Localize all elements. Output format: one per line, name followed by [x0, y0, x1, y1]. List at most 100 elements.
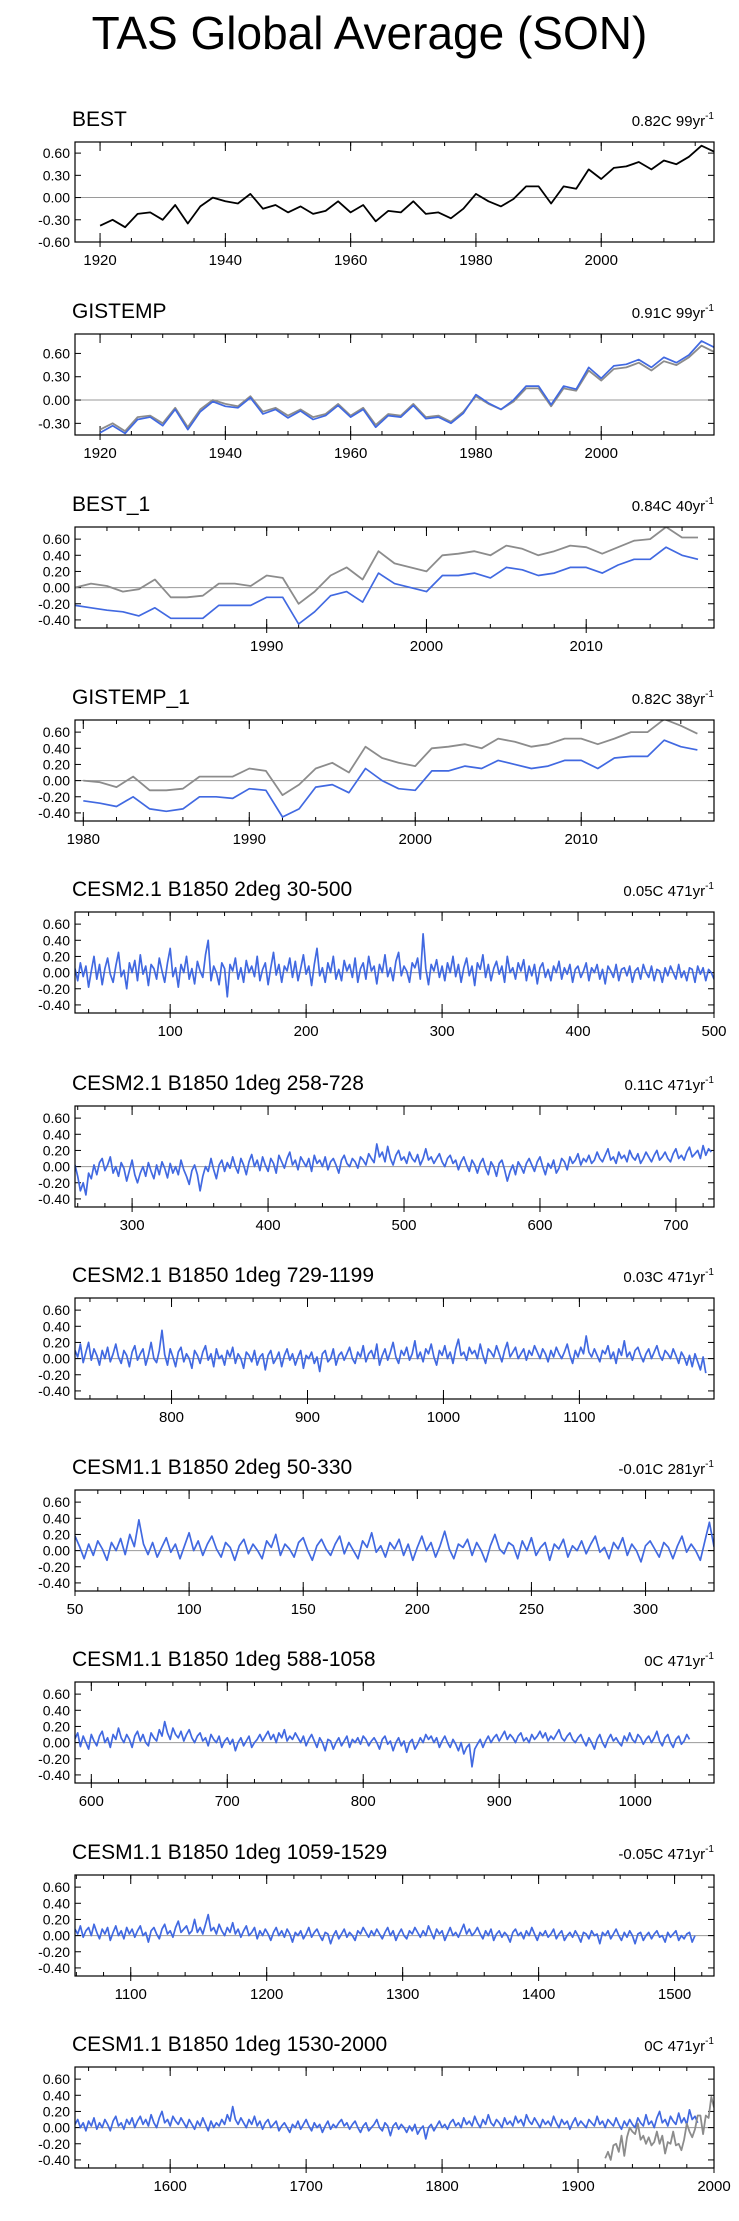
x-tick-label: 1400 — [522, 1986, 555, 2003]
trend-label: 0.82C 38yr-1 — [632, 689, 715, 708]
y-tick-label: 0.00 — [43, 1159, 70, 1175]
x-tick-label: 700 — [215, 1793, 240, 1810]
x-tick-label: 1920 — [83, 252, 116, 269]
trend-label: -0.01C 281yr-1 — [618, 1459, 714, 1478]
y-tick-label: -0.60 — [38, 234, 70, 250]
y-tick-label: 0.00 — [43, 1928, 70, 1944]
x-tick-label: 900 — [295, 1409, 320, 1426]
y-tick-label: -0.20 — [38, 1175, 70, 1191]
y-tick-label: 0.20 — [43, 563, 70, 579]
y-tick-label: 0.20 — [43, 756, 70, 772]
x-tick-label: 100 — [177, 1601, 202, 1618]
trend-exponent: -1 — [705, 2036, 714, 2047]
trend-value: 0.91C — [632, 305, 672, 322]
y-tick-label: 0.20 — [43, 1718, 70, 1734]
x-tick-label: 1960 — [334, 445, 367, 462]
y-tick-label: 0.40 — [43, 547, 70, 563]
panel-6: CESM2.1 B1850 1deg 258-728 0.11C 471yr-1-… — [38, 1072, 715, 1234]
x-tick-label: 2000 — [585, 445, 618, 462]
trend-exponent: -1 — [705, 689, 714, 700]
y-tick-label: 0.30 — [43, 369, 70, 385]
trend-exponent: -1 — [705, 1459, 714, 1470]
y-tick-label: 0.00 — [43, 773, 70, 789]
trend-period: 471yr — [668, 883, 706, 900]
y-tick-label: -0.40 — [38, 2152, 70, 2168]
plot-frame — [74, 1489, 715, 1592]
y-tick-label: 0.60 — [43, 724, 70, 740]
y-tick-label: -0.40 — [38, 805, 70, 821]
y-tick-label: -0.30 — [38, 212, 70, 228]
x-tick-label: 300 — [120, 1217, 145, 1234]
plot-frame — [74, 2066, 715, 2169]
trend-value: -0.05C — [618, 1846, 663, 1863]
x-tick-label: 1000 — [618, 1793, 651, 1810]
trend-period: 471yr — [668, 1653, 706, 1670]
y-tick-label: -0.40 — [38, 1191, 70, 1207]
panel-2: GISTEMP 0.91C 99yr-1 -0.30 0.00 0.30 0.60 1920… — [38, 300, 715, 462]
y-tick-label: 0.00 — [43, 190, 70, 206]
plot-frame — [74, 333, 715, 436]
panel-3: BEST_1 0.84C 40yr-1 -0.40-0.200.000.200.40… — [38, 493, 715, 655]
panel-9: CESM1.1 B1850 1deg 588-1058 0C 471yr-1 -0.… — [38, 1648, 715, 1810]
series-line-model — [75, 546, 699, 625]
y-tick-label: 0.60 — [43, 1302, 70, 1318]
y-tick-label: -0.40 — [38, 1575, 70, 1591]
y-tick-label: 0.60 — [43, 145, 70, 161]
trend-label: 0.82C 99yr-1 — [632, 111, 715, 130]
x-tick-label: 2000 — [399, 831, 432, 848]
panel-7: CESM2.1 B1850 1deg 729-1199 0.03C 471yr-1… — [38, 1264, 715, 1426]
y-tick-label: 0.40 — [43, 932, 70, 948]
trend-value: 0.84C — [632, 498, 672, 515]
x-tick-label: 1100 — [115, 1986, 147, 2003]
trend-value: 0.82C — [632, 691, 672, 708]
trend-value: 0.03C — [623, 1269, 663, 1286]
y-tick-label: -0.20 — [38, 789, 70, 805]
x-tick-label: 500 — [701, 1023, 726, 1040]
panel-10: CESM1.1 B1850 1deg 1059-1529 -0.05C 471yr… — [38, 1841, 715, 2003]
y-tick-label: 0.20 — [43, 2103, 70, 2119]
y-tick-label: 0.60 — [43, 531, 70, 547]
y-tick-label: 0.40 — [43, 2087, 70, 2103]
y-tick-label: 0.00 — [43, 1735, 70, 1751]
x-tick-label: 800 — [159, 1409, 184, 1426]
x-tick-label: 1000 — [427, 1409, 460, 1426]
panel-title: CESM1.1 B1850 1deg 1530-2000 — [72, 2033, 387, 2056]
y-tick-label: -0.30 — [38, 415, 70, 431]
trend-exponent: -1 — [705, 496, 714, 507]
x-tick-label: 2010 — [570, 638, 603, 655]
y-tick-label: 0.30 — [43, 167, 70, 183]
trend-label: 0.11C 471yr-1 — [624, 1075, 714, 1094]
x-tick-label: 200 — [405, 1601, 430, 1618]
y-tick-label: -0.40 — [38, 612, 70, 628]
y-tick-label: 0.20 — [43, 948, 70, 964]
trend-exponent: -1 — [705, 1267, 714, 1278]
x-tick-label: 2000 — [410, 638, 443, 655]
panel-title: BEST_1 — [72, 493, 150, 516]
x-tick-label: 1980 — [459, 445, 492, 462]
y-tick-label: 0.60 — [43, 1494, 70, 1510]
y-tick-label: 0.20 — [43, 1142, 70, 1158]
x-tick-label: 1700 — [289, 2178, 322, 2195]
trend-value: 0.05C — [623, 883, 663, 900]
x-tick-label: 150 — [291, 1601, 316, 1618]
plot-frame — [74, 1874, 715, 1977]
series-line-model — [75, 1519, 714, 1563]
panel-1: BEST 0.82C 99yr-1 -0.60 -0.30 0.00 0.30 0.60 19… — [38, 108, 715, 269]
x-tick-label: 1990 — [250, 638, 283, 655]
series-line-model — [83, 739, 698, 818]
y-tick-label: 0.00 — [43, 2120, 70, 2136]
y-tick-label: 0.60 — [43, 2071, 70, 2087]
figure-title: TAS Global Average (SON) — [91, 7, 648, 59]
y-tick-label: 0.00 — [43, 580, 70, 596]
panel-5: CESM2.1 B1850 2deg 30-500 0.05C 471yr-1 -0… — [38, 878, 726, 1040]
panel-title: CESM1.1 B1850 2deg 50-330 — [72, 1456, 352, 1479]
x-tick-label: 1920 — [83, 445, 116, 462]
y-tick-label: -0.20 — [38, 1367, 70, 1383]
trend-label: 0C 471yr-1 — [644, 1651, 714, 1670]
y-tick-label: 0.60 — [43, 1686, 70, 1702]
y-tick-label: 0.20 — [43, 1334, 70, 1350]
x-tick-label: 1940 — [209, 252, 242, 269]
y-tick-label: 0.60 — [43, 916, 70, 932]
y-tick-label: 0.00 — [43, 1351, 70, 1367]
y-tick-label: 0.60 — [43, 345, 70, 361]
